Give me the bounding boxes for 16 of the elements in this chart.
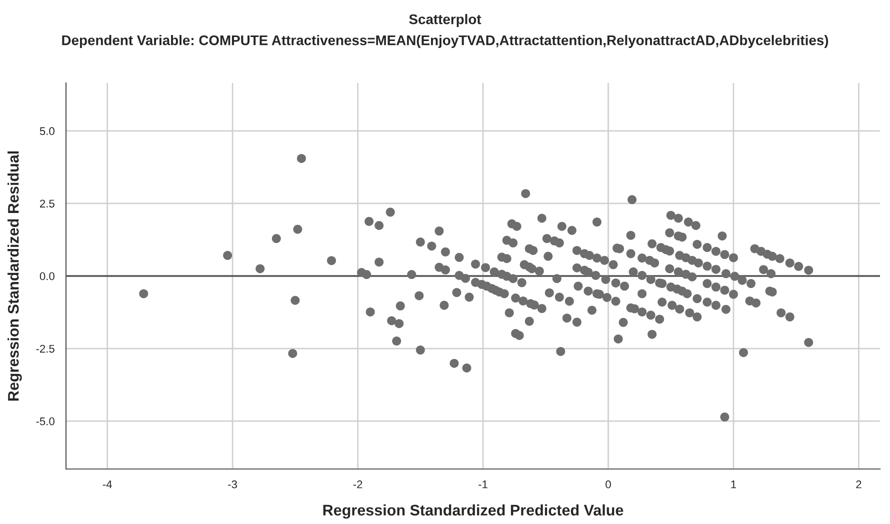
x-tick-label: -3 (228, 480, 238, 488)
x-tick-label: -2 (353, 480, 362, 488)
chart-subtitle: Dependent Variable: COMPUTE Attractiveness=MEAN(EnjoyTVAD,Attractattention,RelyonattractAD,ADbycelebrities) (62, 35, 828, 48)
x-tick-label: -4 (102, 480, 112, 488)
chart-title: Scatterplot (409, 14, 482, 27)
y-tick-label: -2.5 (36, 344, 54, 353)
y-tick-label: 5.0 (40, 127, 54, 136)
y-tick-label: 2.5 (40, 200, 54, 208)
x-tick-label: 0 (606, 480, 611, 488)
x-tick-label: 2 (856, 480, 862, 488)
y-axis-title: Regression Standardized Residual (8, 151, 22, 401)
x-tick-label: -1 (478, 480, 488, 488)
x-axis-title: Regression Standardized Predicted Value (323, 504, 624, 519)
y-tick-label: 0.0 (40, 272, 54, 280)
x-tick-label: 1 (731, 480, 736, 488)
y-tick-label: -5.0 (36, 417, 54, 426)
